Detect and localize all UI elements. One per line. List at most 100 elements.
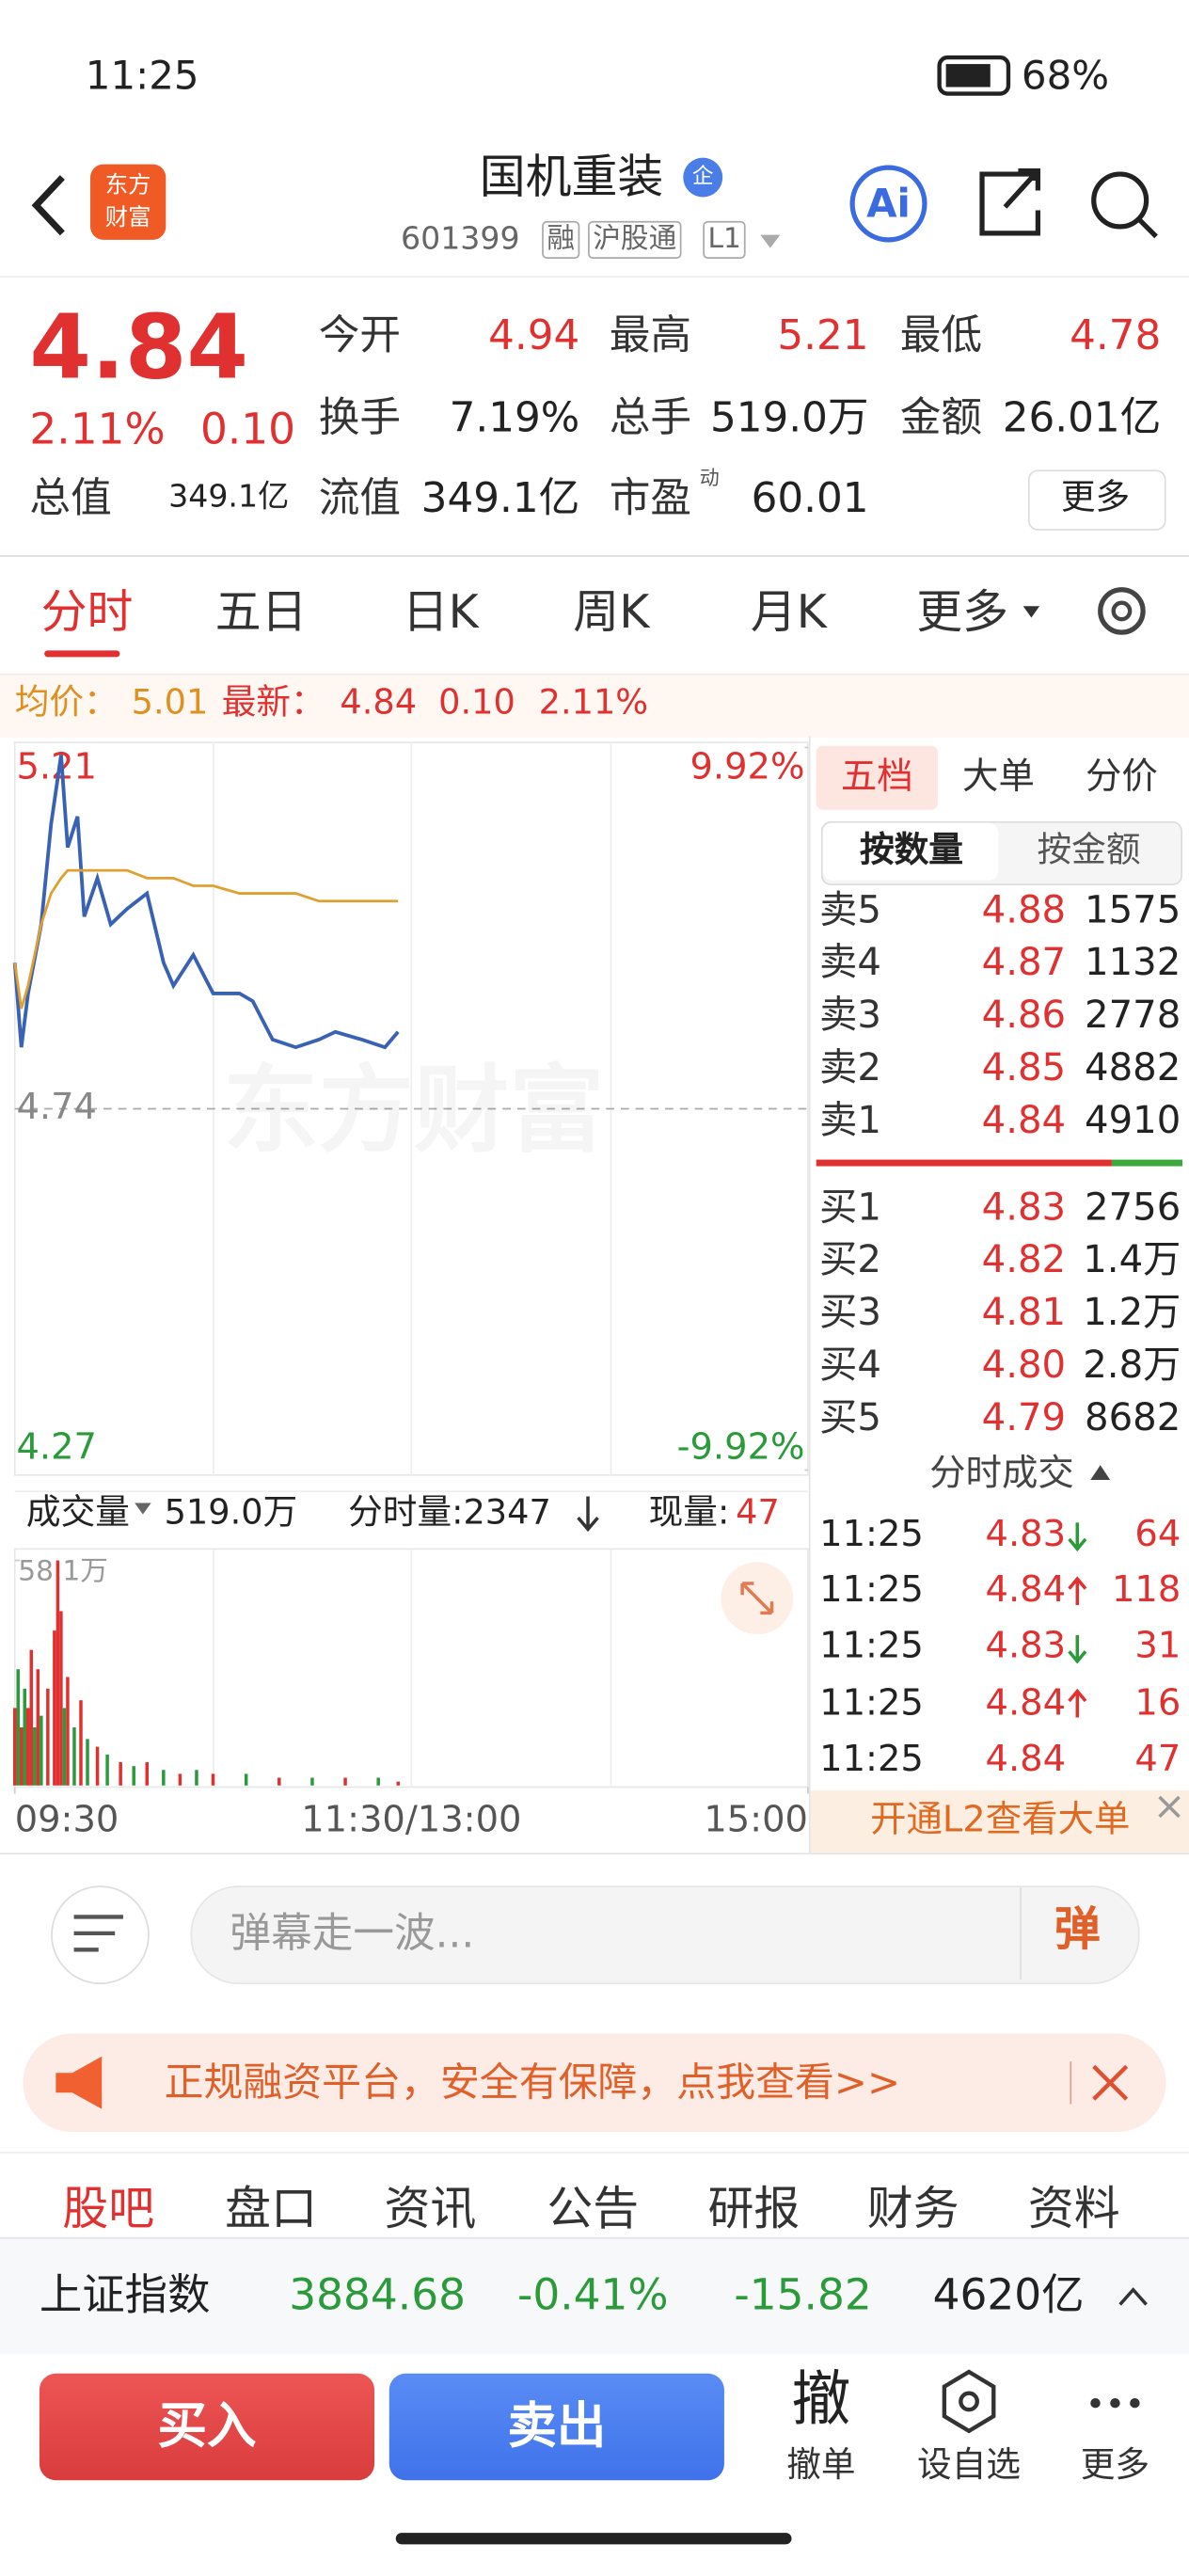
tab[interactable]: 日K: [402, 584, 479, 640]
volume-bar: [396, 1781, 401, 1786]
index-value: 3884.68: [289, 2271, 467, 2321]
subtab[interactable]: 按数量: [859, 830, 963, 870]
dropdown-icon[interactable]: [135, 1503, 151, 1515]
book-tab[interactable]: 五档: [840, 756, 913, 799]
stat-label: 今开: [318, 310, 402, 359]
book-price: 4.85: [981, 1046, 1067, 1090]
book-volume: 2778: [1085, 994, 1181, 1038]
l2-bar[interactable]: [809, 1789, 1189, 1853]
close-icon[interactable]: [1158, 1795, 1181, 1819]
pe-note: 动: [699, 466, 720, 490]
danmaku-button[interactable]: 弹: [1054, 1901, 1101, 1957]
volume-bar: [119, 1762, 122, 1786]
x-tick-label: 11:30/13:00: [301, 1799, 521, 1841]
volume-bar: [95, 1746, 100, 1786]
divider: [0, 276, 1189, 278]
buy[interactable]: 买入: [157, 2397, 257, 2457]
change-pct: 2.11%: [29, 405, 166, 455]
trades-title[interactable]: 分时成交: [929, 1454, 1074, 1495]
stat-value: 60.01: [751, 473, 869, 522]
stat-value: 4.78: [1070, 310, 1162, 359]
stat-label: 总值: [29, 473, 112, 522]
action-item[interactable]: 撤单: [786, 2444, 856, 2485]
ad-text[interactable]: 正规融资平台，安全有保障，点我查看>>: [164, 2059, 901, 2107]
volume-bar: [26, 1708, 30, 1786]
bottom-tab[interactable]: 股吧: [62, 2181, 155, 2236]
tab[interactable]: 月K: [750, 584, 827, 640]
cancel-icon[interactable]: 撤: [791, 2366, 851, 2435]
index-change: -15.82: [734, 2271, 872, 2321]
index-bar[interactable]: [0, 2236, 1189, 2354]
bottom-tab[interactable]: 盘口: [225, 2181, 317, 2236]
book-tab[interactable]: 大单: [962, 756, 1035, 799]
x-tick-label: 09:30: [15, 1799, 119, 1841]
stat-value: 4.94: [488, 310, 580, 359]
stat-value: 349.1亿: [420, 473, 580, 522]
comment-icon: [73, 1915, 123, 1952]
comment-input[interactable]: [190, 1885, 1140, 1984]
watchlist-icon[interactable]: [942, 2369, 996, 2434]
trade-time: 11:25: [819, 1739, 924, 1781]
book-label: 买1: [819, 1186, 881, 1230]
ai-button[interactable]: Ai: [866, 181, 911, 227]
expand-icon[interactable]: [1118, 2287, 1148, 2306]
sell[interactable]: 卖出: [507, 2397, 607, 2457]
bottom-tab[interactable]: 公告: [547, 2181, 640, 2236]
stat-value: 26.01亿: [1002, 393, 1162, 441]
l2-link[interactable]: 开通L2查看大单: [870, 1800, 1131, 1842]
stat-label: 金额: [899, 393, 983, 441]
ai-icon[interactable]: [849, 165, 927, 243]
sell-button[interactable]: [388, 2373, 724, 2481]
volume-bar: [376, 1777, 380, 1786]
volume-label[interactable]: 成交量: [25, 1492, 130, 1533]
comment-placeholder[interactable]: 弹幕走一波...: [230, 1909, 475, 1958]
action-item[interactable]: 更多: [1080, 2444, 1150, 2485]
more-icon[interactable]: [1090, 2397, 1101, 2409]
tab[interactable]: 五日: [214, 584, 308, 640]
tab[interactable]: 周K: [573, 584, 650, 640]
comment-icon[interactable]: [51, 1885, 150, 1984]
subtab[interactable]: 按金额: [1037, 830, 1141, 870]
share-icon[interactable]: [979, 167, 1040, 236]
more-icon: [1110, 2397, 1120, 2409]
sort-icon[interactable]: [1090, 1465, 1111, 1481]
logo: [90, 164, 166, 240]
more-button[interactable]: 更多: [1060, 477, 1131, 517]
volume-bar: [59, 1611, 63, 1786]
x-tick-label: 15:00: [704, 1799, 808, 1841]
dropdown-icon[interactable]: [1023, 606, 1040, 618]
bottom-tab[interactable]: 资料: [1027, 2181, 1120, 2236]
bottom-tab[interactable]: 财务: [866, 2181, 959, 2236]
back-icon[interactable]: [31, 175, 65, 236]
tab[interactable]: 分时: [40, 584, 134, 640]
trade-time: 11:25: [819, 1682, 924, 1725]
expand-icon: [740, 1582, 774, 1615]
volume-bar: [19, 1726, 24, 1786]
action-item[interactable]: 设自选: [917, 2444, 1022, 2485]
more-button[interactable]: [1027, 469, 1166, 531]
tab[interactable]: 更多: [916, 584, 1008, 640]
trade-volume: 118: [1111, 1570, 1181, 1613]
book-volume: 1575: [1085, 889, 1181, 932]
book-volume: 1132: [1085, 942, 1181, 985]
dropdown-icon[interactable]: [760, 234, 781, 248]
volume-bar: [211, 1773, 215, 1786]
book-tab[interactable]: 分价: [1085, 756, 1158, 799]
arrow-icon: [1068, 1634, 1087, 1664]
bottom-tab[interactable]: 研报: [707, 2181, 801, 2236]
ad-banner[interactable]: [23, 2033, 1166, 2133]
buy-button[interactable]: [39, 2373, 375, 2481]
settings-icon[interactable]: [1098, 587, 1146, 635]
trade-price: 4.84: [985, 1739, 1067, 1781]
book-price: 4.84: [981, 1099, 1067, 1143]
battery-icon: [937, 55, 1011, 96]
close-icon[interactable]: [1092, 2064, 1129, 2101]
stat-label: 流值: [318, 473, 402, 522]
ask-bar: [816, 1159, 1112, 1167]
search-icon[interactable]: [1091, 171, 1149, 230]
tab-underline: [44, 650, 120, 658]
subtab-active[interactable]: [822, 822, 999, 881]
bottom-tab[interactable]: 资讯: [384, 2181, 477, 2236]
